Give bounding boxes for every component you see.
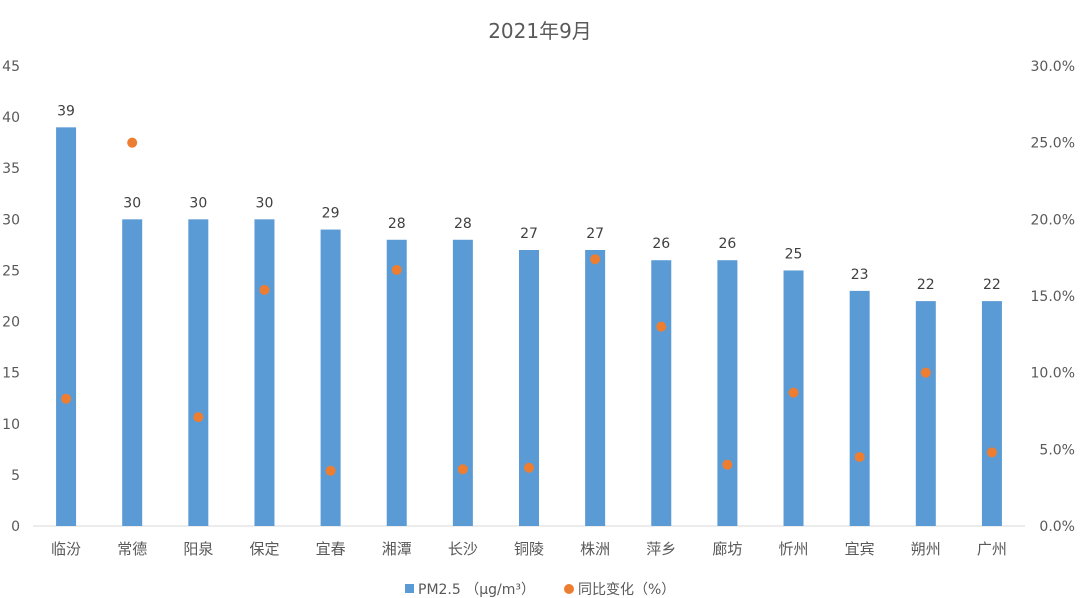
bar-data-label: 22: [983, 277, 1001, 293]
bar-data-label: 28: [388, 216, 406, 232]
right-tick-label: 30.0%: [1031, 59, 1075, 75]
left-tick-label: 10: [2, 417, 20, 433]
category-label: 萍乡: [646, 540, 676, 558]
bar: [320, 229, 341, 527]
left-tick-label: 20: [2, 315, 20, 331]
bar-data-label: 26: [718, 236, 736, 252]
legend-swatch-bar: [405, 584, 414, 593]
bar: [386, 239, 407, 526]
bar-data-label: 30: [123, 195, 141, 211]
bar: [849, 290, 870, 526]
right-tick-label: 20.0%: [1031, 212, 1075, 228]
category-label: 广州: [977, 540, 1007, 558]
scatter-point: [61, 393, 72, 404]
legend: PM2.5 （μg/m³） 同比变化（%）: [405, 582, 675, 598]
left-tick-label: 30: [2, 212, 20, 228]
bar-data-label: 27: [520, 226, 538, 242]
legend-label-pm25: PM2.5 （μg/m³）: [418, 582, 535, 598]
left-tick-label: 40: [2, 110, 20, 126]
scatter-point: [457, 464, 468, 475]
scatter-point: [590, 254, 601, 265]
scatter-series: [61, 137, 997, 476]
bar: [981, 301, 1002, 526]
right-tick-label: 5.0%: [1039, 442, 1075, 458]
scatter-point: [656, 321, 667, 332]
left-tick-label: 45: [2, 59, 20, 75]
bar-data-labels: 39 30 30 30 29 28 28 27 27 26 26 25 23 22 22: [57, 103, 1001, 293]
right-tick-label: 0.0%: [1039, 519, 1075, 535]
chart-title: 2021年9月: [488, 19, 592, 43]
right-tick-label: 15.0%: [1031, 289, 1075, 305]
scatter-point: [524, 462, 534, 473]
bar-data-label: 29: [322, 206, 340, 222]
scatter-point: [788, 387, 799, 398]
scatter-point: [259, 284, 270, 295]
left-tick-label: 15: [2, 366, 20, 382]
bar-data-label: 27: [586, 226, 604, 242]
left-tick-label: 25: [2, 263, 20, 279]
category-label: 铜陵: [514, 540, 544, 558]
scatter-point: [722, 459, 733, 470]
category-label: 保定: [249, 540, 279, 558]
bar: [519, 250, 539, 526]
right-tick-label: 10.0%: [1031, 366, 1075, 382]
scatter-point: [325, 465, 336, 476]
category-label: 廊坊: [712, 540, 742, 558]
legend-swatch-dot: [564, 584, 574, 594]
category-label: 湘潭: [382, 540, 412, 558]
category-label: 临汾: [51, 540, 81, 558]
category-label: 朔州: [911, 540, 941, 558]
scatter-point: [920, 367, 931, 378]
category-label: 常德: [117, 540, 147, 558]
right-tick-label: 25.0%: [1031, 136, 1075, 152]
bar: [56, 127, 77, 526]
bar: [452, 239, 473, 526]
bar: [783, 270, 804, 526]
category-label: 阳泉: [183, 540, 213, 558]
scatter-point: [854, 452, 865, 462]
right-axis: 0.0% 5.0% 10.0% 15.0% 20.0% 25.0% 30.0%: [1031, 59, 1075, 535]
scatter-point: [391, 264, 402, 275]
left-tick-label: 5: [11, 468, 20, 484]
category-axis-labels: 临汾 常德 阳泉 保定 宜春 湘潭 长沙 铜陵 株洲 萍乡 廊坊 忻州 宜宾 朔州 广州: [51, 540, 1007, 558]
bar-data-label: 25: [785, 246, 803, 262]
left-tick-label: 35: [2, 161, 20, 177]
bar-data-label: 30: [256, 195, 274, 211]
bar-data-label: 30: [189, 195, 207, 211]
left-tick-label: 0: [11, 519, 20, 535]
scatter-point: [986, 447, 997, 458]
bar: [254, 219, 275, 527]
category-label: 忻州: [779, 540, 809, 558]
bar: [585, 250, 606, 526]
category-label: 株洲: [580, 540, 610, 558]
category-label: 宜宾: [845, 540, 875, 558]
left-axis: 0 5 10 15 20 25 30 35 40 45: [2, 59, 20, 535]
bar-data-label: 28: [454, 216, 472, 232]
category-label: 长沙: [448, 540, 478, 558]
bar-data-label: 39: [57, 103, 75, 119]
bar: [188, 219, 209, 527]
bar: [651, 260, 672, 526]
bar-data-label: 22: [917, 277, 935, 293]
scatter-point: [127, 137, 138, 148]
bar-series: [56, 127, 1002, 527]
legend-label-yoy: 同比变化（%）: [578, 582, 675, 598]
bar-data-label: 23: [851, 267, 869, 283]
scatter-point: [193, 412, 204, 423]
bar-data-label: 26: [652, 236, 670, 252]
bar: [915, 301, 936, 526]
bar: [717, 260, 738, 526]
category-label: 宜春: [316, 540, 346, 558]
bar: [122, 219, 143, 527]
